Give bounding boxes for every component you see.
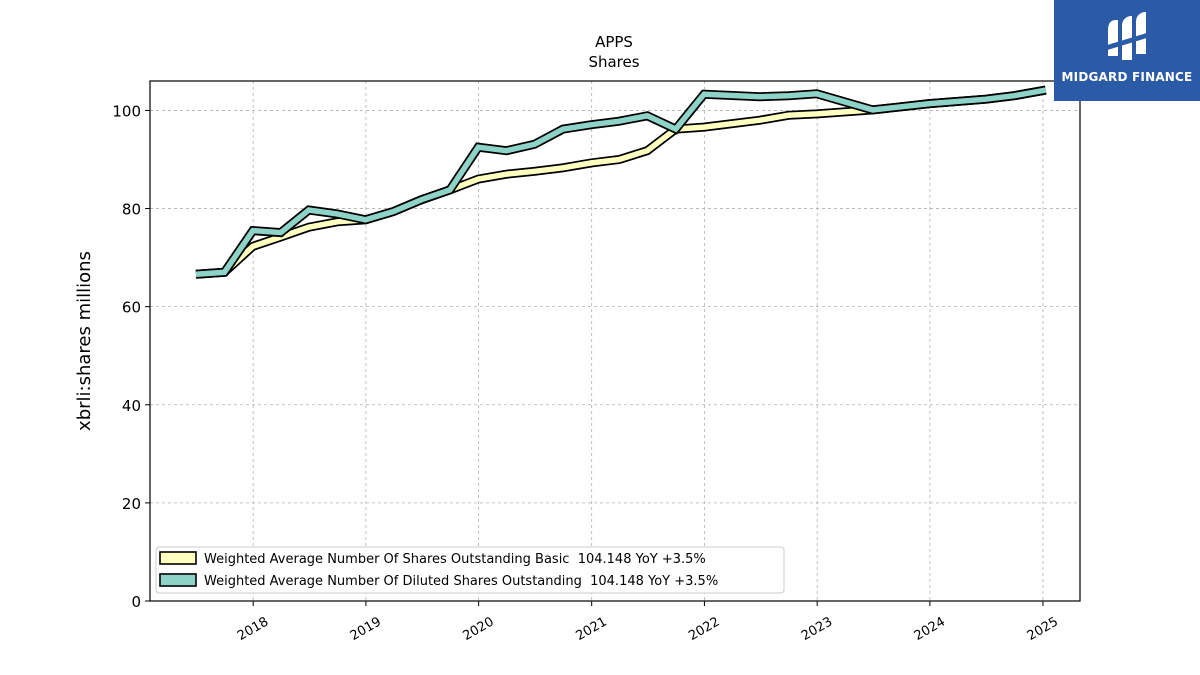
y-axis-label: xbrli:shares millions bbox=[74, 251, 95, 431]
series-line-outline-1 bbox=[195, 85, 1047, 279]
series-line-0 bbox=[195, 87, 1047, 278]
legend: Weighted Average Number Of Shares Outsta… bbox=[155, 546, 785, 594]
x-tick-label: 2018 bbox=[235, 614, 271, 644]
brand-name: MIDGARD FINANCE bbox=[1061, 70, 1193, 84]
x-tick-label: 2019 bbox=[348, 614, 384, 644]
y-tick-label: 100 bbox=[112, 102, 141, 120]
chart-title: APPS bbox=[595, 33, 633, 51]
legend-swatch-diluted bbox=[159, 573, 197, 587]
y-axis-ticks: 0 20 40 60 80 100 bbox=[112, 102, 150, 611]
legend-frame bbox=[155, 546, 785, 594]
y-tick-label: 40 bbox=[122, 397, 141, 415]
y-tick-label: 80 bbox=[122, 201, 141, 219]
y-tick-label: 20 bbox=[122, 495, 141, 513]
legend-label-basic: Weighted Average Number Of Shares Outsta… bbox=[204, 552, 706, 567]
x-tick-label: 2023 bbox=[799, 614, 835, 644]
midgard-logo-icon bbox=[1104, 12, 1150, 60]
y-tick-label: 60 bbox=[122, 299, 141, 317]
brand-logo: MIDGARD FINANCE bbox=[1054, 0, 1200, 101]
x-tick-label: 2022 bbox=[686, 614, 722, 644]
y-tick-label: 0 bbox=[131, 593, 141, 611]
grid-lines bbox=[150, 81, 1080, 602]
x-axis-ticks: 2018 2019 2020 2021 2022 2023 2024 2025 bbox=[235, 601, 1061, 644]
x-tick-label: 2020 bbox=[460, 614, 496, 644]
series-layer bbox=[195, 85, 1047, 279]
x-tick-label: 2021 bbox=[574, 614, 610, 644]
legend-label-diluted: Weighted Average Number Of Diluted Share… bbox=[204, 574, 718, 589]
plot-frame bbox=[149, 80, 1081, 602]
series-line-1 bbox=[195, 87, 1047, 278]
chart-subtitle: Shares bbox=[588, 53, 639, 71]
x-tick-label: 2024 bbox=[912, 614, 948, 644]
legend-swatch-basic bbox=[159, 551, 197, 565]
x-tick-label: 2025 bbox=[1025, 614, 1061, 644]
